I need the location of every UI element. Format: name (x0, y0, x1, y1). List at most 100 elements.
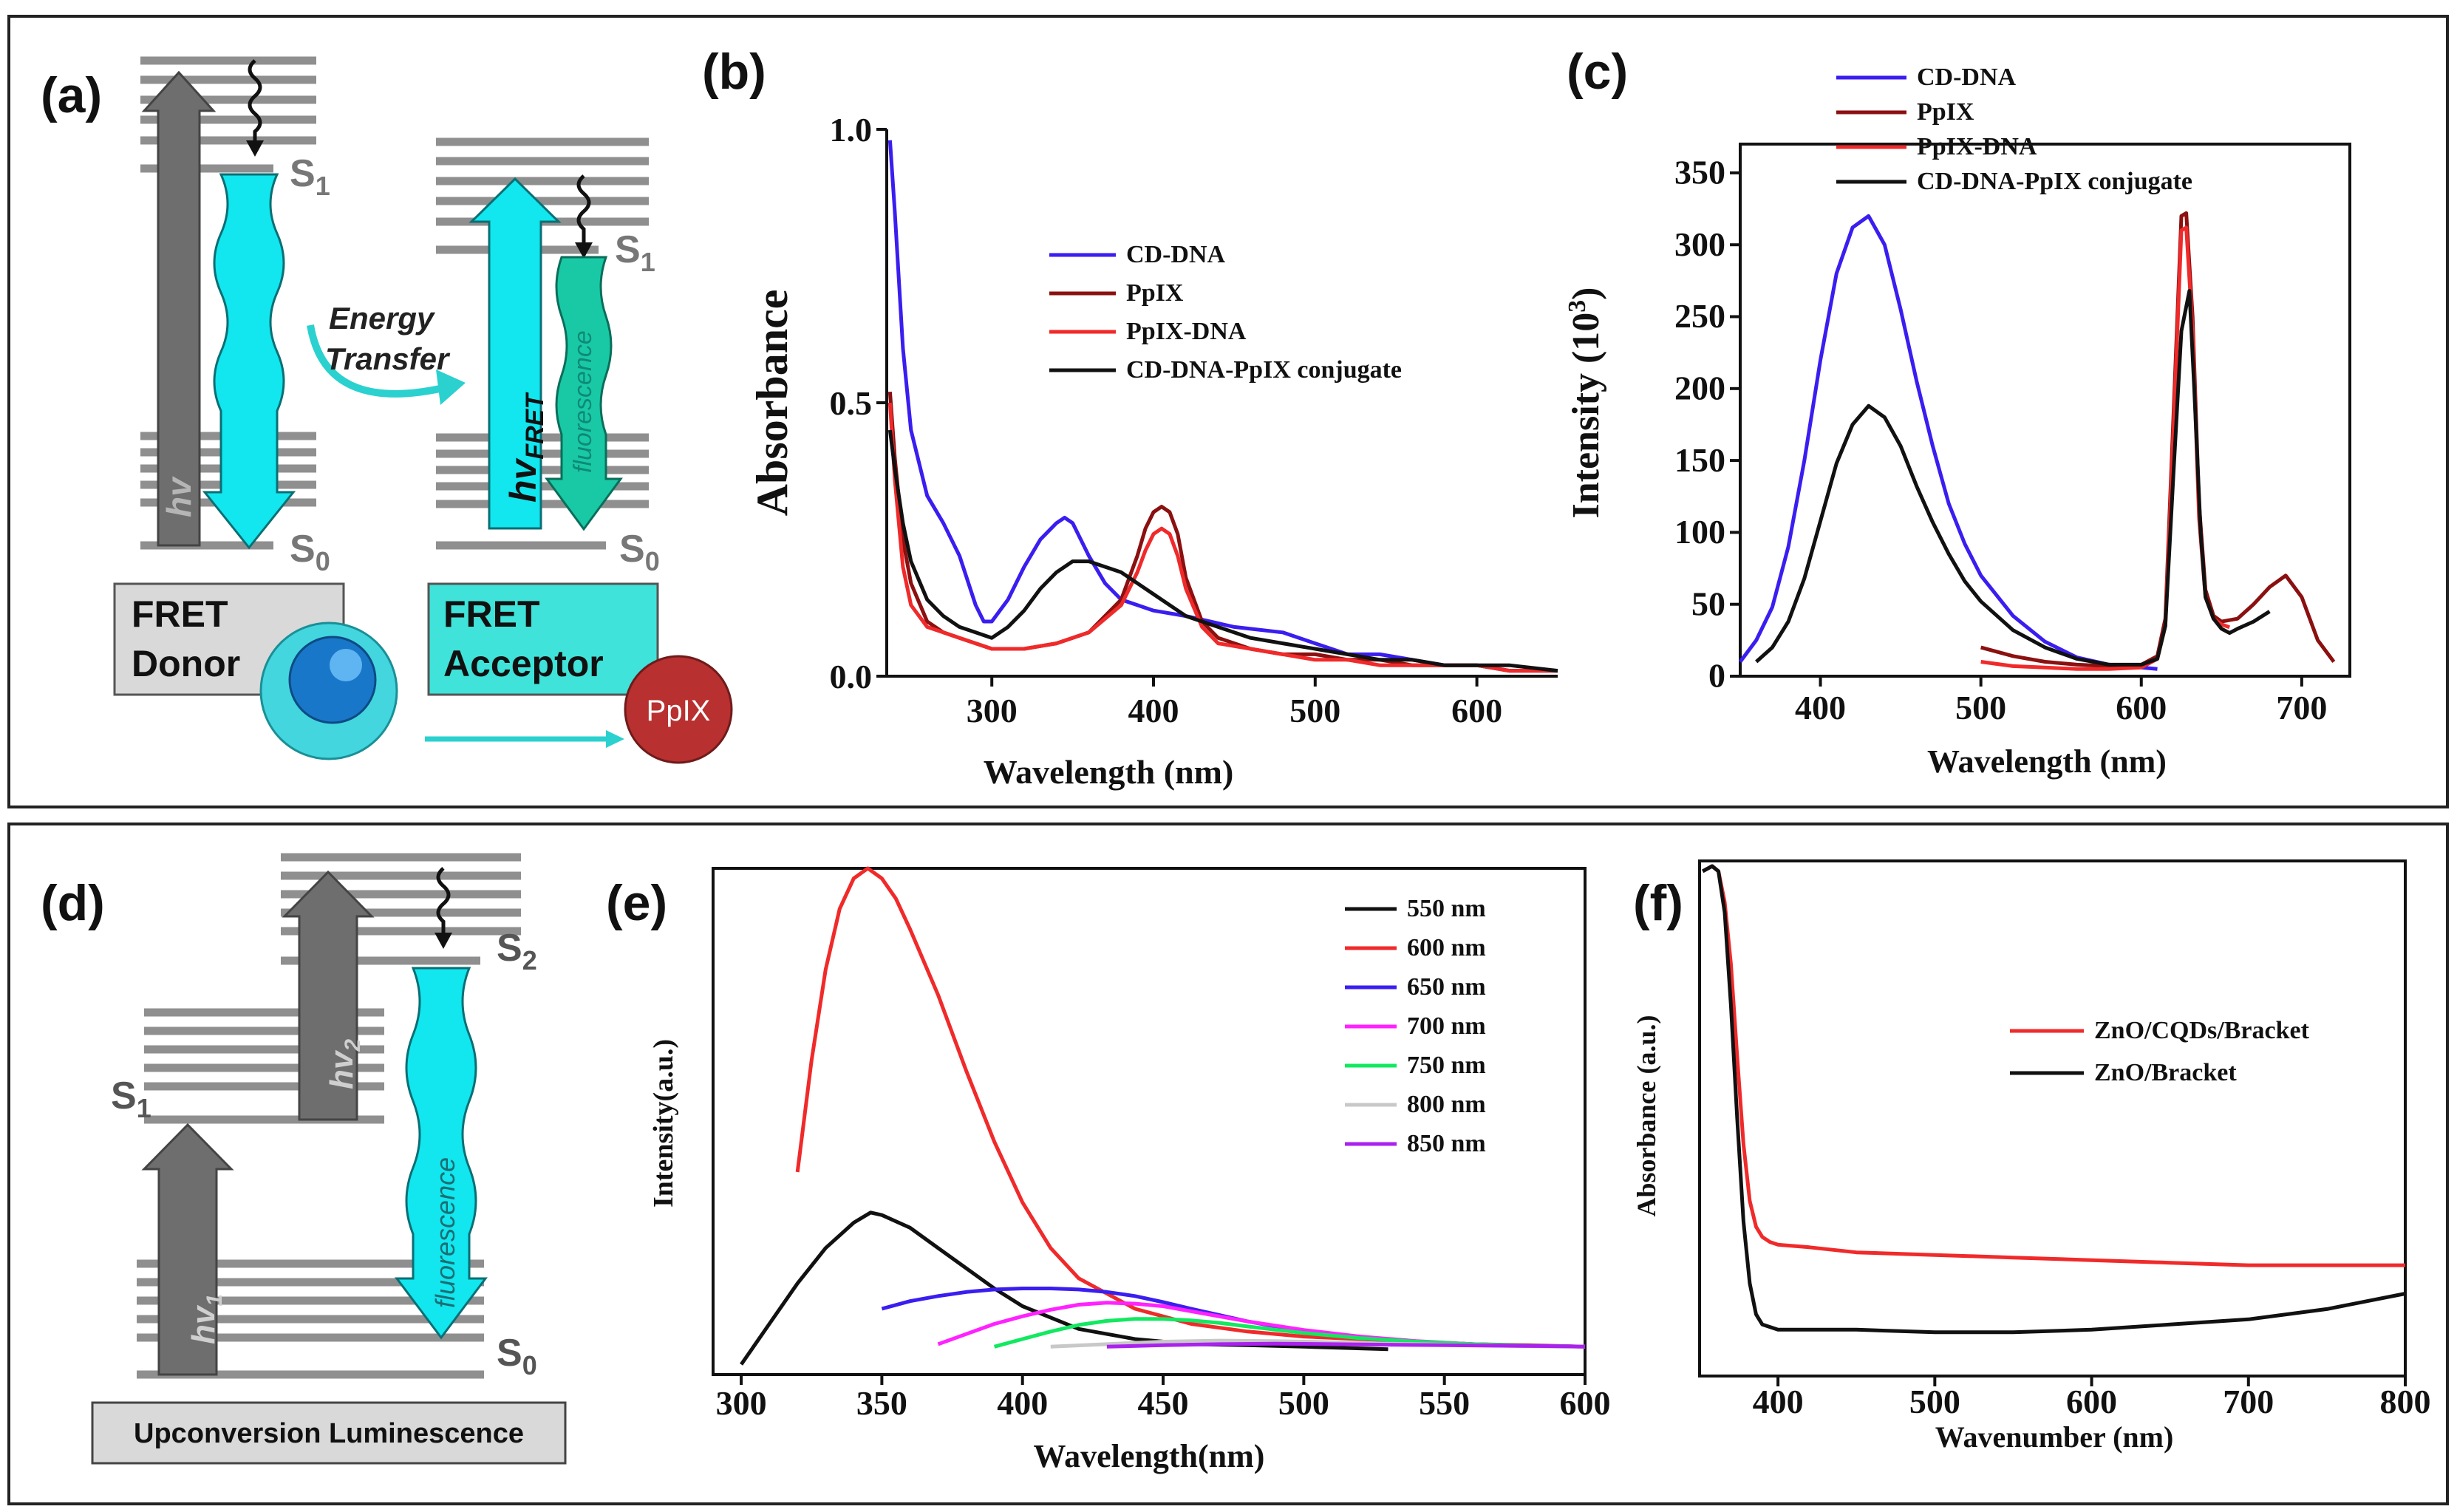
panel-a-label: (a) (41, 67, 102, 123)
chart-b-x-tick-label: 500 (1289, 692, 1340, 729)
chart-e-legend-label: 750 nm (1407, 1052, 1486, 1079)
upconversion-caption-box (91, 1401, 567, 1465)
chart-f-panel-label: (f) (1633, 875, 1683, 931)
chart-f-frame (1698, 859, 2407, 1378)
donor-s1-label: S1 (290, 152, 330, 201)
donor-to-acceptor-arrowhead (606, 730, 624, 748)
absorbance-chart-f: (f) 400 500 600 700 800 Wavenumber (nm) Absorba… (1632, 859, 2431, 1454)
chart-b-series-ppix-dna (887, 402, 1558, 673)
acceptor-fluorescence-label: fluorescence (569, 330, 597, 473)
upconversion-caption: Upconversion Luminescence (134, 1418, 524, 1449)
chart-c-x-tick-label: 500 (1955, 689, 2006, 726)
chart-b-legend-label: CD-DNA (1126, 241, 1226, 268)
chart-e-legend-label: 800 nm (1407, 1091, 1486, 1118)
panel-d-diagram: (d) hv2 hv1 fluorescence S2 S1 S0 Upconv… (41, 853, 567, 1465)
fret-acceptor-line1: FRET (443, 593, 540, 635)
energy-transfer-label-2: Transfer (325, 341, 451, 376)
fret-acceptor-line2: Acceptor (443, 643, 604, 684)
chart-f-legend-label: ZnO/Bracket (2094, 1059, 2237, 1086)
chart-b-legend-label: PpIX (1126, 279, 1184, 307)
chart-f-x-tick-label: 600 (2066, 1383, 2117, 1420)
chart-c-y-axis-title-sup: 3 (1564, 300, 1591, 313)
chart-c-x-tick-label: 400 (1795, 689, 1846, 726)
chart-c-y-axis-title: Intensity (103) (1564, 287, 1607, 518)
s2-relaxation-squiggle (436, 867, 451, 935)
chart-b-series-cd-dna (887, 140, 1558, 673)
acceptor-s0-label: S0 (619, 528, 660, 576)
chart-c-legend-label: PpIX (1917, 98, 1974, 126)
chart-b-y-axis-title: Absorbance (748, 290, 797, 517)
chart-e-x-tick-label: 600 (1560, 1384, 1611, 1422)
chart-f-x-tick-label: 700 (2223, 1383, 2274, 1420)
chart-b-x-tick-label: 400 (1128, 692, 1179, 729)
chart-f-x-tick-label: 500 (1909, 1383, 1960, 1420)
chart-e-legend-label: 700 nm (1407, 1012, 1486, 1040)
upconversion-fluorescence-label: fluorescence (430, 1157, 460, 1308)
chart-f-series-zno-cqds-bracket (1702, 864, 2405, 1267)
chart-f-x-axis-title: Wavenumber (nm) (1935, 1420, 2174, 1454)
chart-b-series-cd-dna-ppix-conjugate (887, 429, 1558, 673)
chart-c-y-tick-label: 0 (1708, 657, 1725, 695)
chart-c-x-axis-title: Wavelength (nm) (1927, 743, 2167, 780)
chart-c-y-tick-label: 250 (1674, 297, 1725, 335)
chart-c-y-tick-label: 100 (1674, 513, 1725, 551)
intensity-chart-e: (e) 300 350 400 450 500 550 600 Wavelength(nm) In… (606, 866, 1611, 1474)
chart-c-series-ppix (1980, 211, 2336, 668)
donor-hv-label: hv (160, 476, 198, 517)
chart-e-x-tick-label: 300 (716, 1384, 767, 1422)
chart-c-series-cd-dna-ppix-conjugate (1755, 289, 2271, 667)
hv2-excitation-arrow (282, 870, 375, 1121)
chart-e-y-axis-title: Intensity(a.u.) (648, 1039, 679, 1208)
chart-c-frame (1739, 143, 2351, 678)
donor-excitation-arrow (141, 70, 217, 547)
chart-c-y-tick-label: 300 (1674, 225, 1725, 263)
donor-emission-arrow (202, 173, 296, 550)
chart-c-legend-label: PpIX-DNA (1917, 133, 2037, 160)
chart-b-x-tick-label: 600 (1451, 692, 1502, 729)
acceptor-s1-label: S1 (615, 228, 655, 277)
chart-e-x-tick-label: 500 (1278, 1384, 1329, 1422)
chart-c-y-tick-label: 150 (1674, 441, 1725, 479)
carbon-dot-inner-core (288, 636, 377, 724)
acceptor-squiggle-head (575, 242, 593, 259)
chart-f-y-axis-title: Absorbance (a.u.) (1632, 1015, 1661, 1216)
chart-e-frame (712, 867, 1587, 1376)
energy-transfer-label-1: Energy (329, 301, 436, 336)
energy-transfer-arrowhead (436, 370, 466, 405)
chart-c-y-axis-title-end: ) (1565, 287, 1607, 299)
absorbance-chart-b: (b) 300 400 500 600 0.0 0.5 1.0 Wavelength (nm) A… (702, 44, 1558, 791)
chart-b-y-tick-label: 0.0 (830, 658, 873, 695)
fret-donor-line2: Donor (132, 643, 240, 684)
chart-e-x-tick-label: 400 (997, 1384, 1048, 1422)
hv1-label: hv1 (185, 1294, 227, 1344)
panel-d-label: (d) (41, 875, 105, 931)
chart-e-legend-label: 600 nm (1407, 934, 1486, 961)
bottom-panel-frame (7, 823, 2449, 1505)
upconversion-emission-arrow (395, 967, 488, 1340)
chart-c-y-tick-label: 50 (1691, 585, 1725, 622)
hv1-excitation-arrow (141, 1123, 234, 1376)
chart-e-x-axis-title: Wavelength(nm) (1034, 1438, 1265, 1474)
donor-s0-label: S0 (290, 528, 330, 576)
energy-transfer-arrow (307, 324, 445, 398)
chart-b-x-axis-title: Wavelength (nm) (984, 753, 1234, 791)
chart-f-legend-label: ZnO/CQDs/Bracket (2094, 1017, 2310, 1044)
fret-acceptor-box (427, 582, 659, 696)
chart-c-x-tick-label: 700 (2276, 689, 2327, 726)
chart-b-x-tick-label: 300 (967, 692, 1018, 729)
chart-e-panel-label: (e) (606, 875, 667, 931)
top-panel-frame (7, 15, 2449, 808)
donor-squiggle-head (246, 140, 264, 157)
chart-e-legend-label: 650 nm (1407, 973, 1486, 1001)
chart-c-legend-label: CD-DNA-PpIX conjugate (1917, 168, 2192, 195)
chart-e-legend-label: 550 nm (1407, 895, 1486, 922)
s2-label: S2 (497, 927, 537, 975)
fret-donor-line1: FRET (132, 593, 228, 635)
carbon-dot-highlight (330, 649, 362, 681)
chart-e-x-tick-label: 550 (1419, 1384, 1470, 1422)
chart-c-y-tick-label: 350 (1674, 154, 1725, 191)
chart-e-x-tick-label: 350 (856, 1384, 907, 1422)
chart-c-x-tick-label: 600 (2116, 689, 2167, 726)
chart-e-legend-label: 850 nm (1407, 1130, 1486, 1157)
